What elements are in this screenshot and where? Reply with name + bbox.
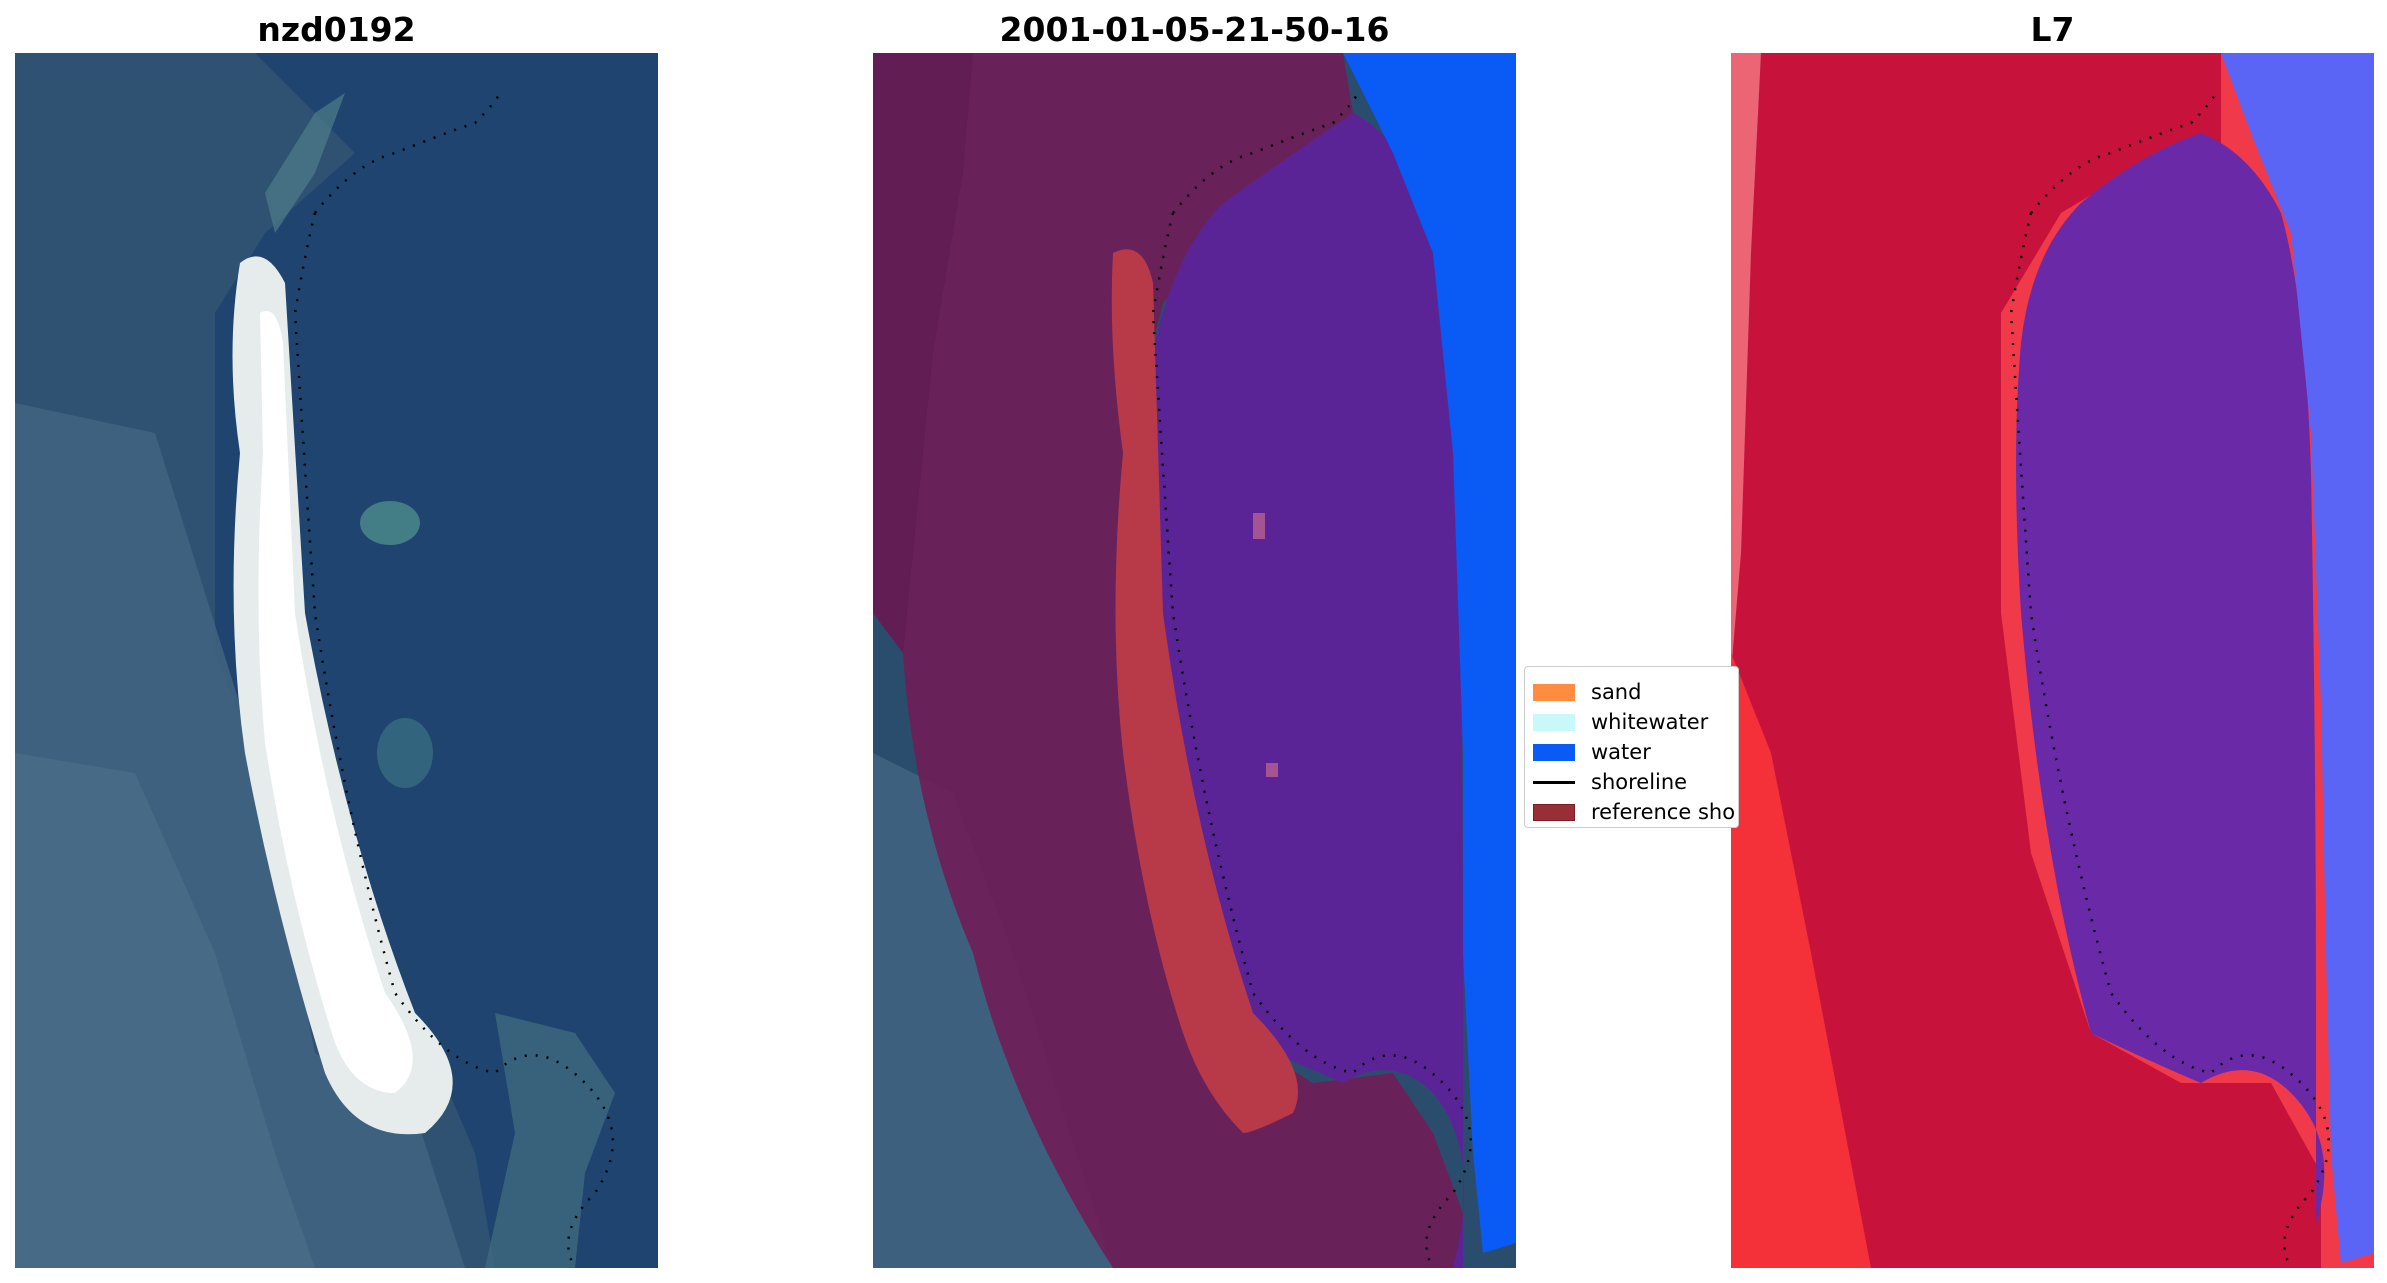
legend-label-reference-shoreline: reference sho — [1591, 800, 1736, 824]
water-swatch — [1533, 743, 1575, 761]
water-index — [2016, 133, 2325, 1223]
land-index — [1731, 53, 2321, 1268]
index-image-panel[interactable] — [1731, 53, 2374, 1268]
classified-image-panel[interactable] — [873, 53, 1516, 1268]
panel-title-index: L7 — [2030, 10, 2075, 49]
legend: sand whitewater water shoreline referenc… — [1524, 666, 1739, 828]
panel-title-rgb: nzd0192 — [257, 10, 416, 49]
legend-item-sand: sand — [1533, 677, 1641, 707]
legend-item-reference-shoreline: reference sho — [1533, 797, 1735, 827]
sand-swatch — [1533, 683, 1575, 701]
ocean-class — [1343, 53, 1516, 1253]
whitewater-swatch — [1533, 713, 1575, 731]
legend-item-water: water — [1533, 737, 1651, 767]
panel-title-classified: 2001-01-05-21-50-16 — [999, 10, 1390, 49]
legend-label-shoreline: shoreline — [1591, 770, 1688, 794]
ocean-index — [2221, 53, 2374, 1263]
legend-label-sand: sand — [1591, 680, 1642, 704]
rgb-image-panel[interactable] — [15, 53, 658, 1268]
reference-shoreline-swatch — [1533, 803, 1575, 821]
shoreline-line-swatch — [1533, 780, 1575, 784]
sand-class-overlay — [1111, 249, 1298, 1133]
land-class-overlay — [873, 53, 1463, 1268]
legend-item-shoreline: shoreline — [1533, 767, 1687, 797]
legend-label-whitewater: whitewater — [1591, 710, 1709, 734]
legend-label-water: water — [1591, 740, 1651, 764]
legend-item-whitewater: whitewater — [1533, 707, 1708, 737]
